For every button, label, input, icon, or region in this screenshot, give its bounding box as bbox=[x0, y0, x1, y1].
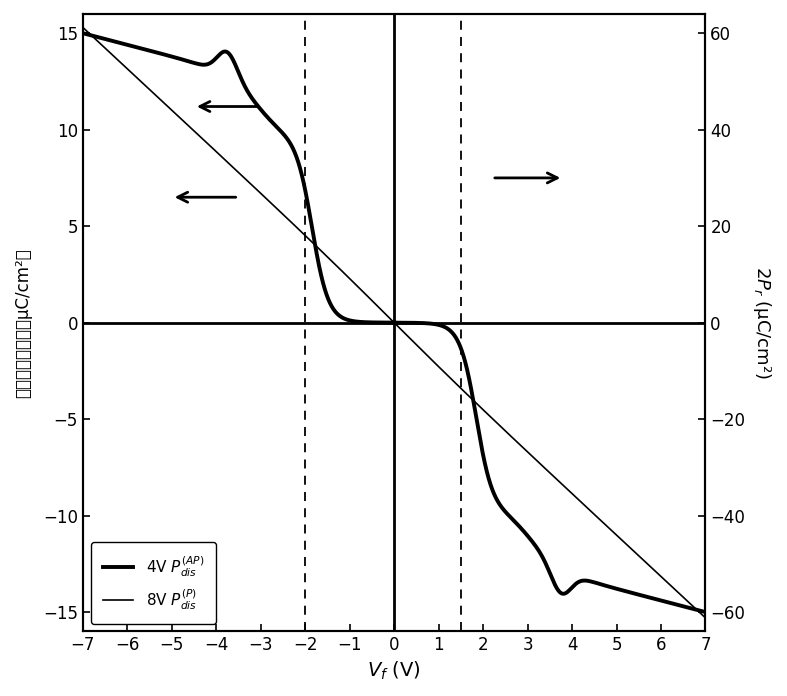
Y-axis label: 放电电荷面密度（μC/cm²）: 放电电荷面密度（μC/cm²） bbox=[14, 248, 32, 397]
Legend: 4V $P_{dis}^{(AP)}$, 8V $P_{dis}^{(P)}$: 4V $P_{dis}^{(AP)}$, 8V $P_{dis}^{(P)}$ bbox=[91, 542, 216, 624]
X-axis label: $V_f$ (V): $V_f$ (V) bbox=[368, 660, 421, 682]
Y-axis label: 2$P_r$ (μC/cm²): 2$P_r$ (μC/cm²) bbox=[751, 266, 773, 379]
